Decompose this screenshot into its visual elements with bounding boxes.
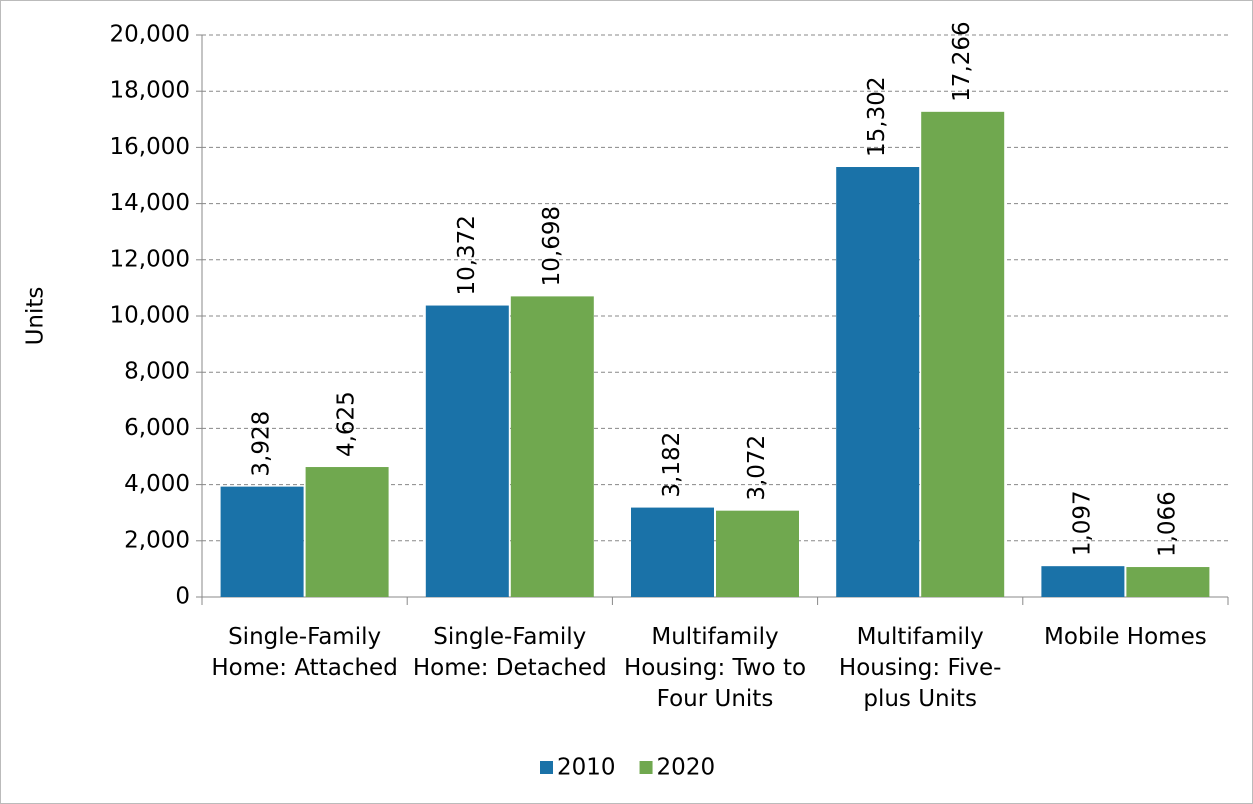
bar bbox=[510, 296, 594, 597]
y-tick-label: 2,000 bbox=[124, 527, 190, 553]
y-tick-label: 16,000 bbox=[110, 134, 190, 160]
legend-swatch bbox=[639, 761, 653, 774]
value-label: 3,072 bbox=[744, 435, 770, 501]
value-label: 1,066 bbox=[1154, 491, 1180, 557]
bar bbox=[220, 486, 304, 597]
value-label: 3,928 bbox=[249, 411, 275, 477]
y-tick-label: 20,000 bbox=[110, 22, 190, 48]
x-tick-label: Multifamily Housing: Two to Four Units bbox=[623, 624, 807, 712]
y-axis-label: Units bbox=[23, 287, 49, 346]
x-tick-label: Mobile Homes bbox=[1044, 624, 1207, 650]
value-label: 10,698 bbox=[539, 206, 565, 286]
bar bbox=[836, 167, 920, 597]
value-label: 17,266 bbox=[949, 21, 975, 101]
value-label: 3,182 bbox=[659, 432, 685, 498]
y-tick-label: 4,000 bbox=[124, 471, 190, 497]
y-tick-label: 18,000 bbox=[110, 78, 190, 104]
value-label: 10,372 bbox=[454, 215, 480, 295]
legend-label: 2010 bbox=[557, 755, 616, 781]
legend-swatch bbox=[540, 761, 553, 774]
legend-label: 2020 bbox=[657, 755, 716, 781]
y-tick-label: 6,000 bbox=[124, 415, 190, 441]
value-label: 15,302 bbox=[864, 77, 890, 157]
bar bbox=[631, 507, 714, 597]
value-label: 4,625 bbox=[334, 391, 360, 457]
x-tick-label: Multifamily Housing: Five-plus Units bbox=[838, 624, 1002, 712]
bar bbox=[305, 467, 389, 597]
bar bbox=[425, 305, 509, 597]
y-tick-label: 0 bbox=[175, 584, 190, 610]
bar bbox=[921, 111, 1005, 597]
x-tick-label: Single-Family Home: Attached bbox=[211, 624, 398, 681]
y-tick-label: 14,000 bbox=[110, 190, 190, 216]
y-tick-label: 10,000 bbox=[110, 303, 190, 329]
bar bbox=[1126, 567, 1210, 597]
bar bbox=[716, 510, 799, 597]
y-tick-label: 12,000 bbox=[110, 246, 190, 272]
bar bbox=[1041, 566, 1125, 597]
value-label: 1,097 bbox=[1069, 490, 1095, 556]
y-tick-label: 8,000 bbox=[124, 359, 190, 385]
x-tick-label: Single-Family Home: Detached bbox=[412, 624, 607, 681]
